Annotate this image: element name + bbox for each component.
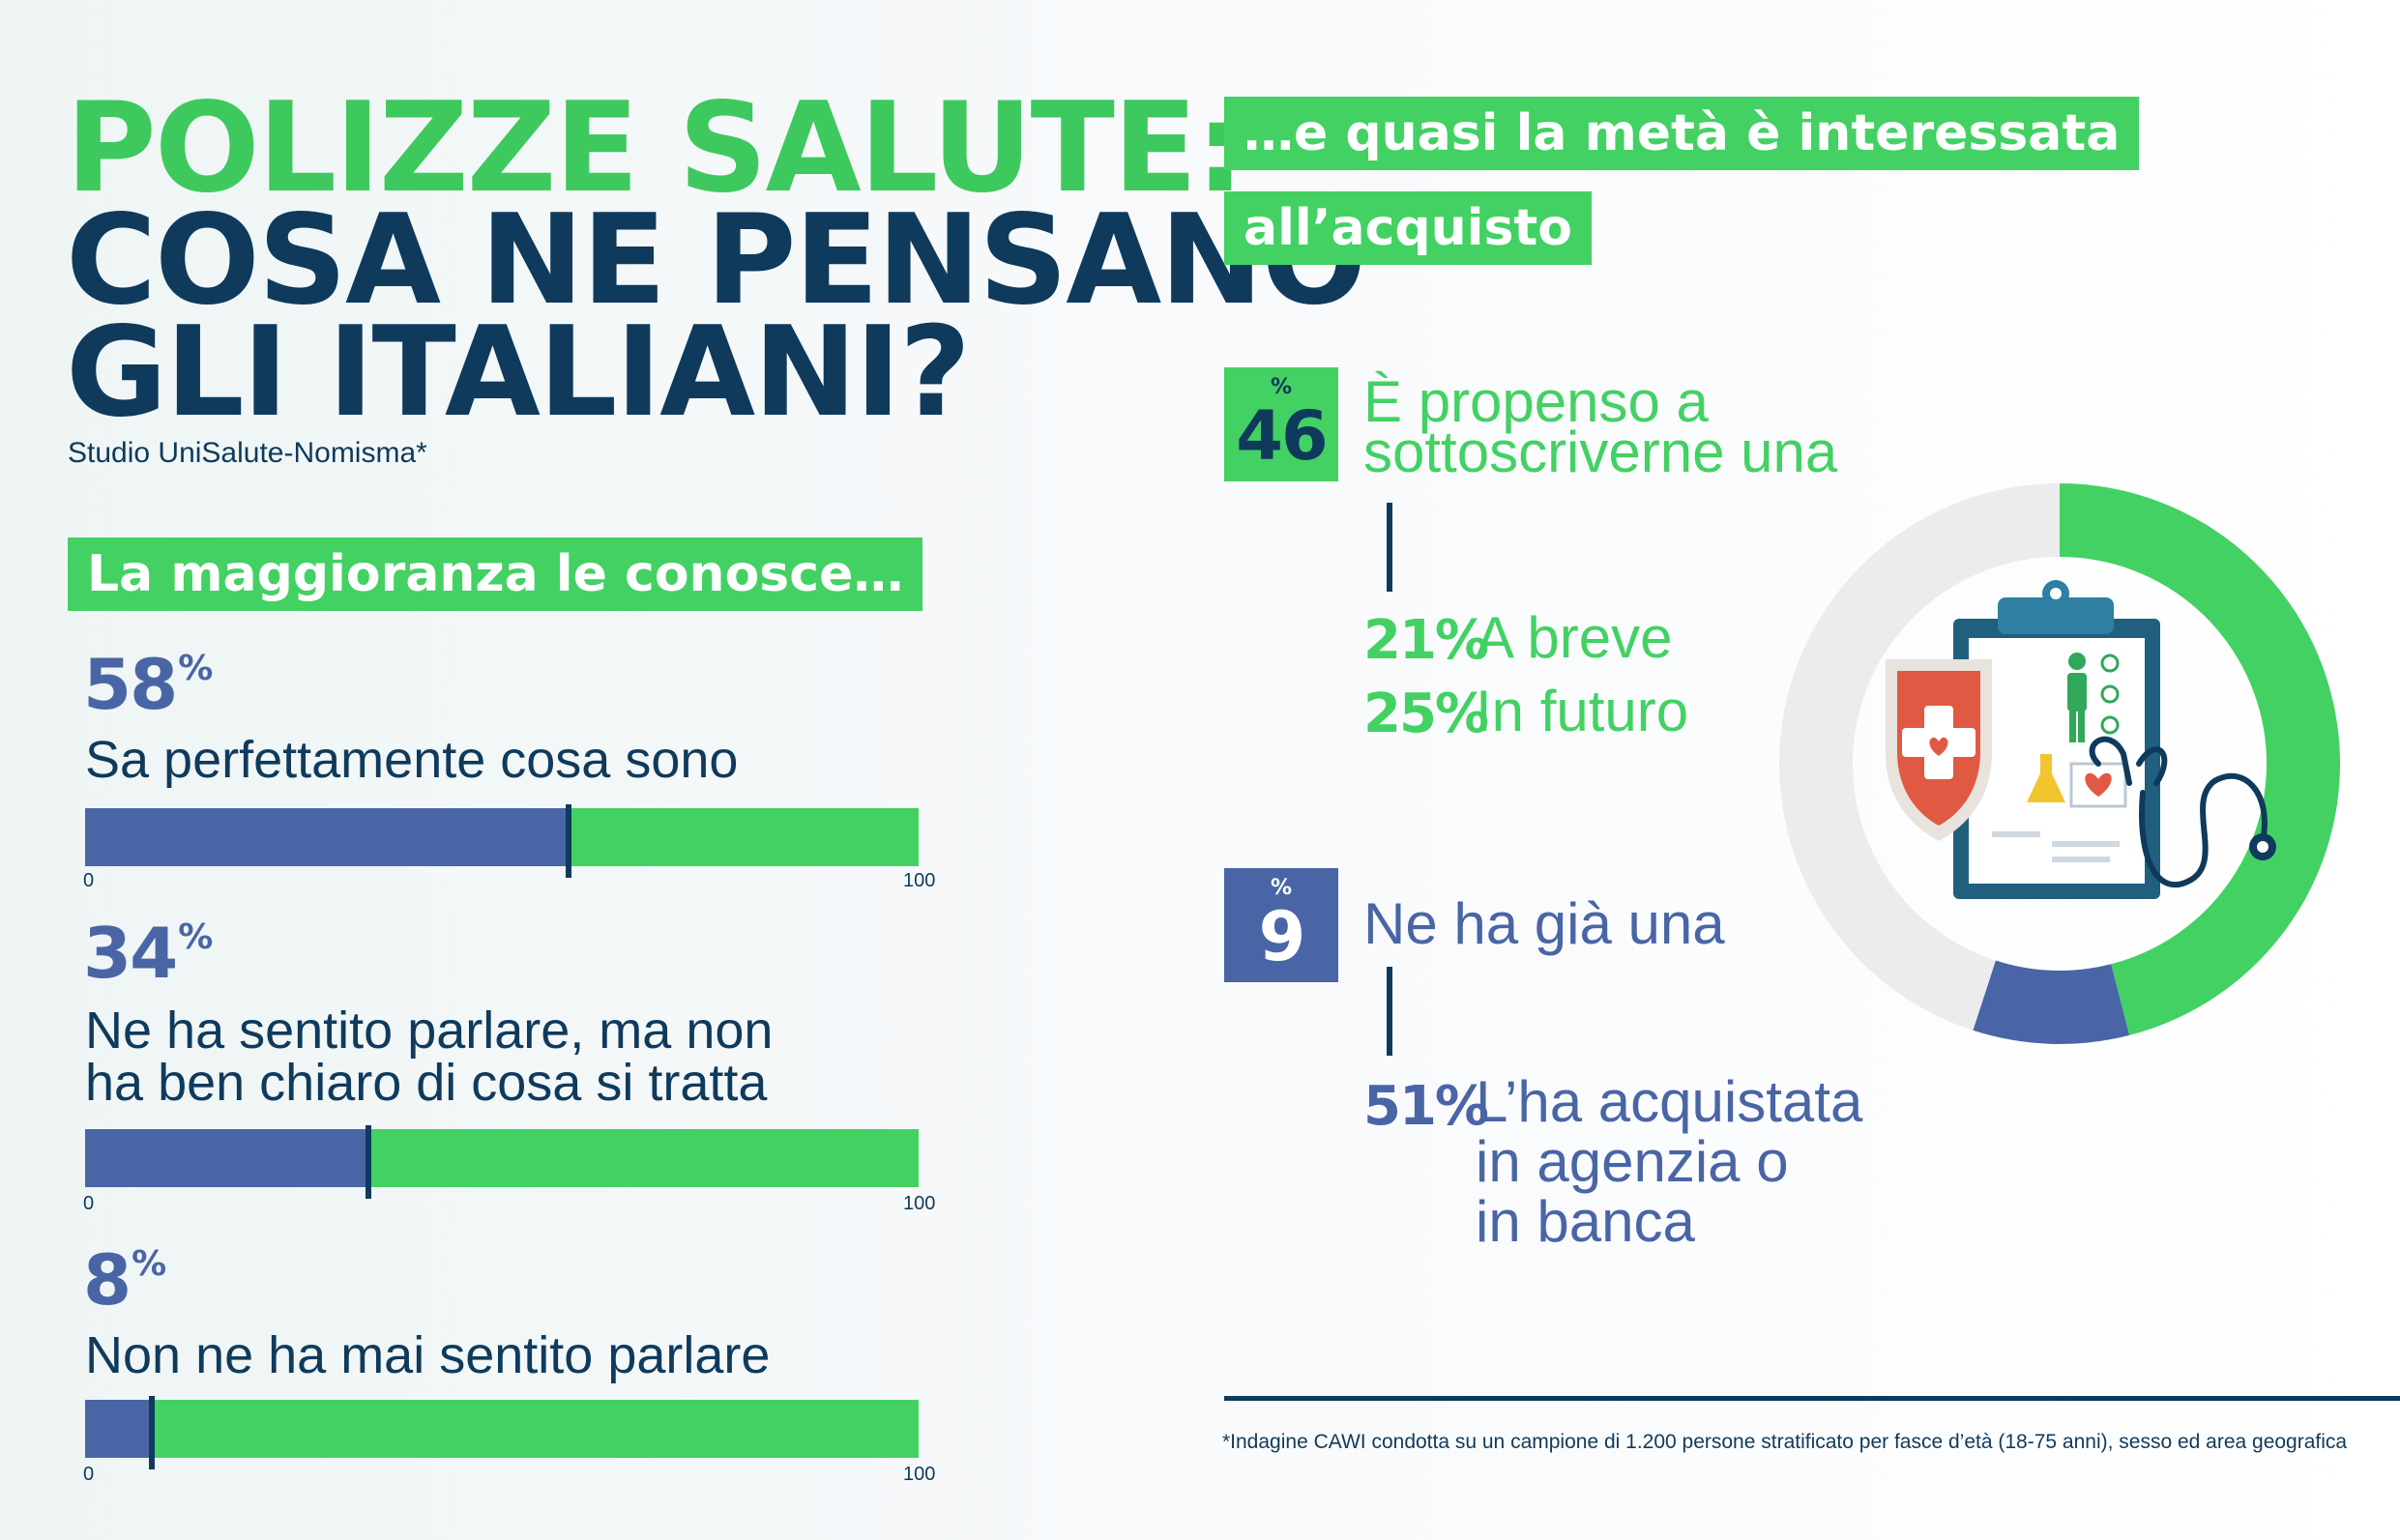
bar-3-fill bbox=[85, 1400, 152, 1458]
donut-chart bbox=[1779, 483, 2340, 1044]
bar-2-label-line-1: Ne ha sentito parlare, ma non bbox=[85, 1002, 774, 1060]
donut-segment-other bbox=[1779, 483, 2060, 1031]
right-banner-line-1: …e quasi la metà è interessata bbox=[1224, 97, 2140, 170]
right-banner-line-2: all’acquisto bbox=[1224, 191, 1593, 265]
health-clipboard-icon bbox=[1953, 580, 2160, 899]
subtitle: Studio UniSalute-Nomisma* bbox=[68, 437, 427, 469]
bar-3-label: Non ne ha mai sentito parlare bbox=[85, 1326, 771, 1384]
bar-2-tick-min: 0 bbox=[83, 1193, 95, 1214]
title-line-2: COSA NE PENSANO bbox=[66, 189, 1366, 333]
bar-2-marker bbox=[366, 1125, 372, 1199]
title-line-1: POLIZZE SALUTE: bbox=[66, 76, 1245, 220]
stat-9-breakdown-label-line-2: in agenzia o bbox=[1476, 1129, 1789, 1194]
stat-46-breakdown-1-label: A breve bbox=[1476, 605, 1673, 670]
stat-46-breakdown-2-pct: 25% bbox=[1363, 683, 1489, 745]
stat-46-text-line-2: sottoscriverne una bbox=[1363, 420, 1838, 484]
bar-1-label: Sa perfettamente cosa sono bbox=[85, 731, 739, 789]
stat-9-connector bbox=[1387, 967, 1392, 1056]
bar-3-marker bbox=[148, 1396, 155, 1469]
footer-divider bbox=[1224, 1396, 2400, 1401]
bar-1 bbox=[85, 804, 919, 878]
bar-2-label-line-2: ha ben chiaro di cosa si tratta bbox=[85, 1054, 768, 1112]
stat-46-text-line-1: È propenso a bbox=[1363, 369, 1709, 434]
donut-segment-already-have bbox=[1973, 960, 2130, 1044]
bar-1-fill bbox=[85, 808, 569, 866]
bar-1-tick-max: 100 bbox=[903, 870, 936, 891]
bar-1-marker bbox=[565, 804, 571, 878]
bar-3-value: 8% bbox=[83, 1239, 166, 1321]
stat-9-breakdown-pct: 51% bbox=[1363, 1075, 1489, 1138]
left-banner: La maggioranza le conosce… bbox=[68, 538, 923, 611]
stat-46-breakdown-1-pct: 21% bbox=[1363, 609, 1489, 672]
bar-1-tick-min: 0 bbox=[83, 870, 95, 891]
stat-9-breakdown-label-line-1: L’ha acquistata bbox=[1476, 1069, 1863, 1134]
bar-3-tick-max: 100 bbox=[903, 1464, 936, 1485]
stat-46-breakdown-2-label: In futuro bbox=[1476, 679, 1689, 743]
stat-9-breakdown-label-line-3: in banca bbox=[1476, 1189, 1695, 1254]
bar-2-fill bbox=[85, 1129, 369, 1187]
bar-2-tick-max: 100 bbox=[903, 1193, 936, 1214]
stat-9-box: % 9 bbox=[1224, 868, 1338, 982]
shield-cross-icon bbox=[1886, 659, 1992, 841]
footnote: *Indagine CAWI condotta su un campione d… bbox=[1222, 1431, 2348, 1453]
title-line-3: GLI ITALIANI? bbox=[66, 301, 971, 445]
donut-segment-interested bbox=[2060, 483, 2340, 1035]
bar-3 bbox=[85, 1396, 919, 1469]
stat-46-box: % 46 bbox=[1224, 367, 1338, 481]
stethoscope-chestpiece-center bbox=[2257, 841, 2268, 853]
stat-9-text: Ne ha già una bbox=[1363, 891, 1725, 956]
bar-2 bbox=[85, 1125, 919, 1199]
stat-46-connector bbox=[1387, 503, 1392, 592]
stethoscope-icon bbox=[2089, 736, 2268, 888]
bar-2-value: 34% bbox=[83, 913, 213, 994]
bar-3-tick-min: 0 bbox=[83, 1464, 95, 1485]
bar-1-value: 58% bbox=[83, 644, 213, 725]
